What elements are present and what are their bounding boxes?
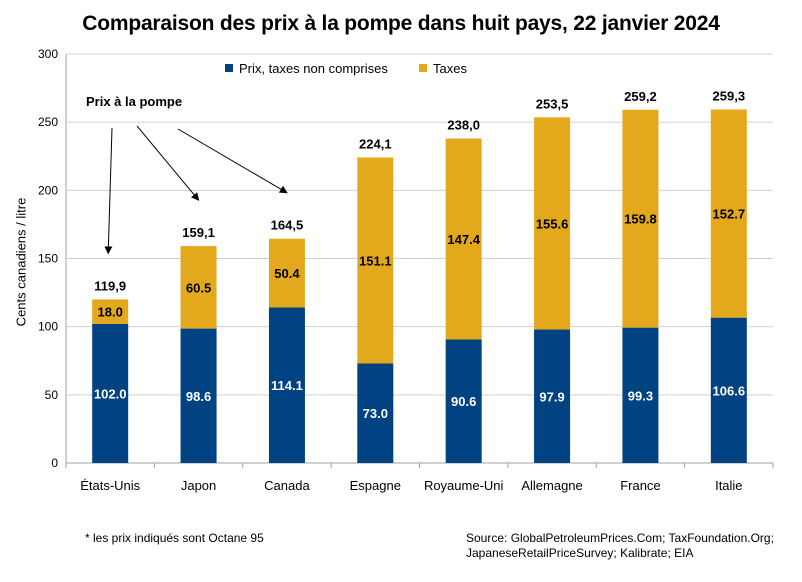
total-label: 119,9	[94, 278, 126, 293]
y-tick-label: 200	[38, 183, 58, 197]
y-tick-label: 0	[51, 456, 58, 470]
legend-swatch-base	[225, 64, 233, 72]
y-tick-label: 300	[38, 47, 58, 61]
base-value-label: 106.6	[713, 383, 746, 398]
legend-label-base: Prix, taxes non comprises	[239, 61, 388, 76]
bar-tax-segment	[268, 238, 305, 308]
base-value-label: 73.0	[363, 406, 388, 421]
bar-base-segment	[622, 327, 659, 463]
source-line: Source: GlobalPetroleumPrices.Com; TaxFo…	[466, 531, 774, 545]
category-label: États-Unis	[80, 478, 140, 493]
bar-base-segment	[710, 317, 747, 463]
category-label: Allemagne	[521, 478, 582, 493]
annotation-arrow	[136, 125, 200, 201]
bar-tax-segment	[357, 157, 394, 364]
tax-value-label: 151.1	[359, 253, 392, 268]
total-label: 253,5	[536, 96, 569, 111]
footnote: * les prix indiqués sont Octane 95	[85, 531, 264, 545]
tax-value-label: 152.7	[713, 207, 746, 222]
legend-swatch-tax	[419, 64, 427, 72]
tax-value-label: 60.5	[186, 280, 211, 295]
total-label: 164,5	[271, 218, 304, 233]
bar-base-segment	[445, 339, 482, 463]
base-value-label: 97.9	[539, 389, 564, 404]
legend-label-tax: Taxes	[433, 61, 467, 76]
y-tick-label: 250	[38, 115, 58, 129]
chart-title: Comparaison des prix à la pompe dans hui…	[82, 12, 720, 35]
bar-base-segment	[92, 323, 129, 463]
base-value-label: 99.3	[628, 388, 653, 403]
bar-tax-segment	[92, 299, 129, 324]
annotation-label: Prix à la pompe	[86, 94, 182, 109]
annotation-arrow	[177, 128, 288, 194]
source-note: Source: GlobalPetroleumPrices.Com; TaxFo…	[466, 531, 774, 561]
y-tick-label: 50	[45, 388, 59, 402]
tax-value-label: 50.4	[274, 266, 300, 281]
total-label: 259,2	[624, 89, 657, 104]
total-label: 224,1	[359, 136, 392, 151]
bar-tax-segment	[180, 246, 217, 329]
bar-tax-segment	[622, 109, 659, 328]
total-label: 238,0	[447, 118, 480, 133]
bar-base-segment	[357, 363, 394, 463]
tax-value-label: 18.0	[98, 305, 123, 320]
bar-tax-segment	[710, 109, 747, 318]
total-label: 259,3	[713, 88, 746, 103]
bar-tax-segment	[534, 117, 571, 330]
base-value-label: 98.6	[186, 389, 211, 404]
base-value-label: 90.6	[451, 394, 476, 409]
category-label: Italie	[715, 478, 742, 493]
annotation-arrow	[104, 127, 113, 255]
base-value-label: 102.0	[94, 386, 127, 401]
bar-base-segment	[534, 329, 571, 463]
y-tick-label: 100	[38, 320, 58, 334]
total-label: 159,1	[182, 225, 215, 240]
category-label: Espagne	[350, 478, 401, 493]
bar-base-segment	[268, 307, 305, 463]
category-label: France	[620, 478, 660, 493]
source-line: JapaneseRetailPriceSurvey; Kalibrate; EI…	[466, 546, 694, 560]
bar-base-segment	[180, 328, 217, 463]
category-label: Royaume-Uni	[424, 478, 504, 493]
tax-value-label: 159.8	[624, 212, 657, 227]
bar-tax-segment	[445, 138, 482, 340]
tax-value-label: 147.4	[447, 232, 480, 247]
category-label: Japon	[181, 478, 216, 493]
base-value-label: 114.1	[271, 378, 303, 393]
tax-value-label: 155.6	[536, 216, 569, 231]
y-tick-label: 150	[38, 252, 58, 266]
category-label: Canada	[264, 478, 310, 493]
